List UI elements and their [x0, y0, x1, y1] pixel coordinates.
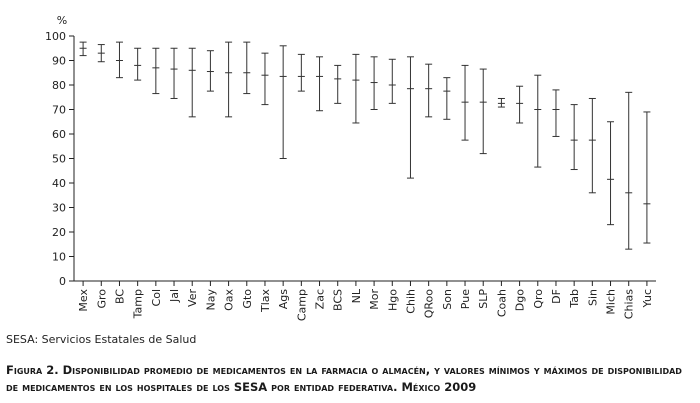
x-tick-label: Chias	[623, 289, 636, 319]
x-tick-label: Gto	[241, 289, 254, 309]
x-tick-label: BCS	[332, 289, 345, 311]
range-bar-yuc	[643, 111, 651, 244]
y-tick-label: 20	[52, 226, 66, 239]
y-tick-label: 80	[52, 79, 66, 92]
source-note: SESA: Servicios Estatales de Salud	[6, 333, 197, 346]
x-tick-label: DF	[550, 289, 563, 304]
x-tick-label: SLP	[477, 289, 490, 309]
x-tick-label: Yuc	[641, 289, 654, 308]
x-tick-label: Zac	[314, 289, 327, 309]
x-tick-label: Mor	[368, 289, 381, 310]
x-tick-label: Ags	[277, 289, 290, 310]
range-bar-ver	[188, 47, 196, 118]
range-bar-chih	[406, 56, 414, 179]
range-bar-nay	[206, 50, 214, 92]
x-tick-label: Pue	[459, 289, 472, 309]
x-tick-label: Hgo	[386, 289, 399, 311]
range-bar-dgo	[516, 85, 524, 124]
range-bar-slp	[479, 68, 487, 155]
range-bar-mich	[607, 121, 615, 226]
y-axis-unit-label: %	[57, 14, 67, 27]
range-bar-pue	[461, 64, 469, 141]
x-tick-label: QRoo	[423, 289, 436, 319]
y-tick-label: 70	[52, 104, 66, 117]
range-bar-tab	[570, 104, 578, 171]
x-tick-label: Coah	[495, 289, 508, 317]
range-bar-son	[443, 77, 451, 120]
x-tick-label: Oax	[223, 289, 236, 311]
x-tick-label: Chih	[404, 289, 417, 314]
x-tick-label: Tamp	[132, 289, 145, 319]
range-bar-zac	[316, 56, 324, 112]
x-tick-label: Son	[441, 289, 454, 310]
y-tick-label: 30	[52, 202, 66, 215]
y-axis-ticks: 0 10 20 30 40 50 60 70 80 90 100	[45, 30, 74, 288]
error-bar-chart: % 0 10 20 30 40 50 60 70 80 90 100 Mex Gro BC Tamp Col…	[45, 14, 656, 321]
x-axis-labels: Mex Gro BC Tamp Col Jal Ver Nay Oax Gto Tlax Ags Cam…	[77, 281, 654, 321]
range-bar-oax	[225, 41, 233, 118]
x-tick-label: Sin	[586, 289, 599, 306]
x-tick-label: Col	[150, 289, 163, 306]
range-bar-ags	[279, 45, 287, 159]
y-tick-label: 50	[52, 153, 66, 166]
y-tick-label: 10	[52, 251, 66, 264]
range-bar-bcs	[334, 64, 342, 104]
range-bar-tlax	[261, 52, 269, 106]
range-bar-jal	[170, 47, 178, 99]
x-tick-label: Tlax	[259, 289, 272, 314]
range-bar-nl	[352, 53, 360, 124]
x-tick-label: Qro	[532, 289, 545, 309]
y-tick-label: 0	[59, 275, 66, 288]
x-tick-label: Jal	[168, 289, 181, 303]
range-bars	[79, 41, 651, 250]
y-tick-label: 100	[45, 30, 66, 43]
y-tick-label: 90	[52, 55, 66, 68]
range-bar-gto	[243, 41, 251, 95]
x-tick-label: BC	[113, 289, 126, 304]
y-tick-label: 60	[52, 128, 66, 141]
x-tick-label: Mich	[605, 289, 618, 315]
range-bar-chias	[625, 91, 633, 250]
range-bar-qro	[534, 74, 542, 168]
range-bar-bc	[115, 41, 123, 79]
range-bar-coah	[497, 97, 505, 108]
range-bar-df	[552, 89, 560, 137]
figure-caption: Figura 2. Disponibilidad promedio de med…	[6, 363, 682, 394]
x-tick-label: Ver	[186, 289, 199, 307]
range-bar-camp	[297, 53, 305, 92]
range-bar-sin	[588, 97, 596, 194]
range-bar-mor	[370, 56, 378, 110]
x-tick-label: Gro	[95, 289, 108, 309]
y-tick-label: 40	[52, 177, 66, 190]
range-bar-hgo	[388, 58, 396, 104]
x-tick-label: NL	[350, 288, 363, 303]
range-bar-qroo	[425, 63, 433, 118]
range-bar-col	[152, 47, 160, 95]
range-bar-mex	[79, 41, 87, 57]
x-tick-label: Tab	[568, 289, 581, 309]
x-tick-label: Camp	[295, 289, 308, 321]
x-tick-label: Dgo	[514, 289, 527, 311]
x-tick-label: Nay	[204, 289, 217, 311]
range-bar-tamp	[134, 47, 142, 81]
range-bar-gro	[97, 44, 105, 63]
x-tick-label: Mex	[77, 289, 90, 312]
